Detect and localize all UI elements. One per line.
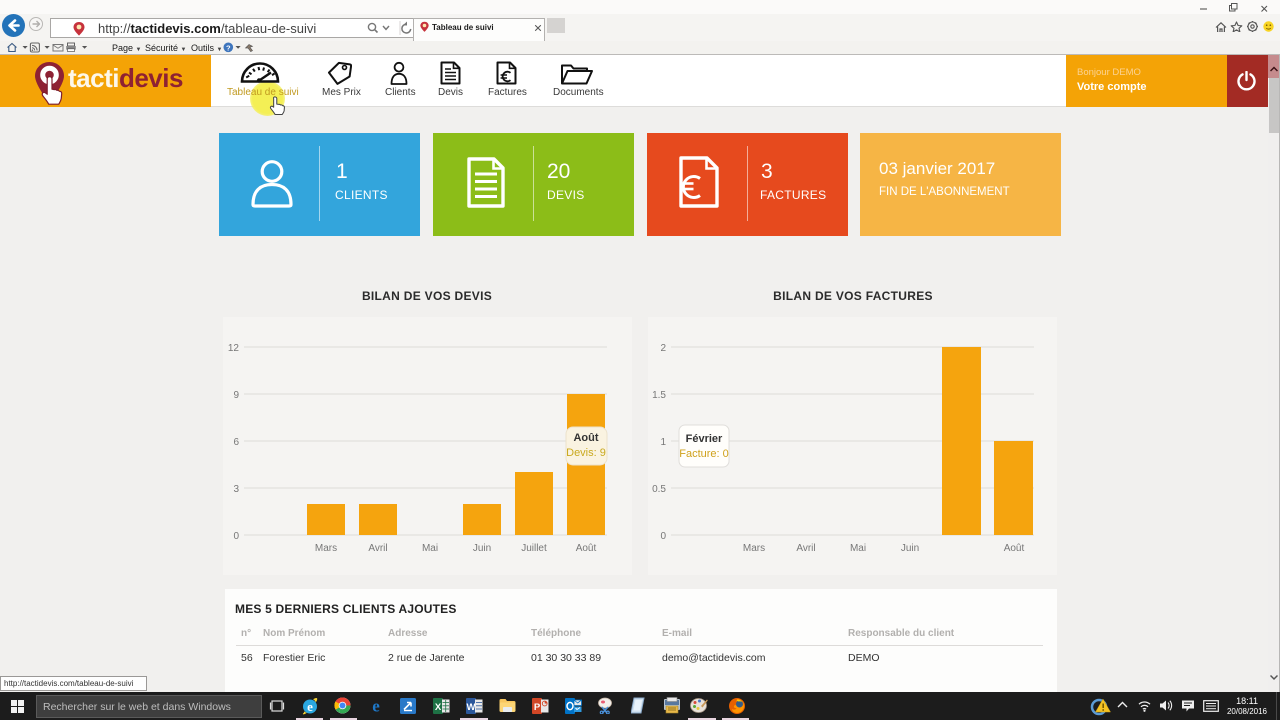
svg-text:9: 9 xyxy=(233,390,239,401)
svg-text:Avril: Avril xyxy=(796,543,815,554)
svg-text:Juin: Juin xyxy=(901,543,919,554)
svg-text:X: X xyxy=(435,702,442,713)
svg-text:?: ? xyxy=(226,43,231,52)
svg-text:e: e xyxy=(372,697,380,714)
svg-text:W: W xyxy=(467,702,476,713)
svg-text:Mars: Mars xyxy=(315,543,337,554)
svg-text:3: 3 xyxy=(233,484,239,495)
svg-text:e: e xyxy=(307,699,313,714)
svg-text:Mars: Mars xyxy=(743,543,765,554)
svg-text:0: 0 xyxy=(660,531,666,542)
svg-text:2: 2 xyxy=(660,343,666,354)
svg-text:Août: Août xyxy=(576,543,597,554)
svg-text:Juin: Juin xyxy=(473,543,491,554)
svg-text:Devis: 9: Devis: 9 xyxy=(566,447,606,459)
svg-text:12: 12 xyxy=(228,343,240,354)
svg-text:Mai: Mai xyxy=(422,543,438,554)
svg-text:Août: Août xyxy=(1004,543,1025,554)
svg-text:Août: Août xyxy=(573,432,598,444)
svg-text:Avril: Avril xyxy=(368,543,387,554)
svg-text:P: P xyxy=(534,702,541,713)
svg-text:Mai: Mai xyxy=(850,543,866,554)
svg-text:Février: Février xyxy=(686,433,723,445)
svg-text:Juillet: Juillet xyxy=(521,543,547,554)
svg-text:0.5: 0.5 xyxy=(652,484,666,495)
svg-text:0: 0 xyxy=(233,531,239,542)
svg-text:1.5: 1.5 xyxy=(652,390,666,401)
svg-text:1: 1 xyxy=(660,437,666,448)
svg-text:6: 6 xyxy=(233,437,239,448)
svg-text:Facture: 0: Facture: 0 xyxy=(679,448,729,460)
